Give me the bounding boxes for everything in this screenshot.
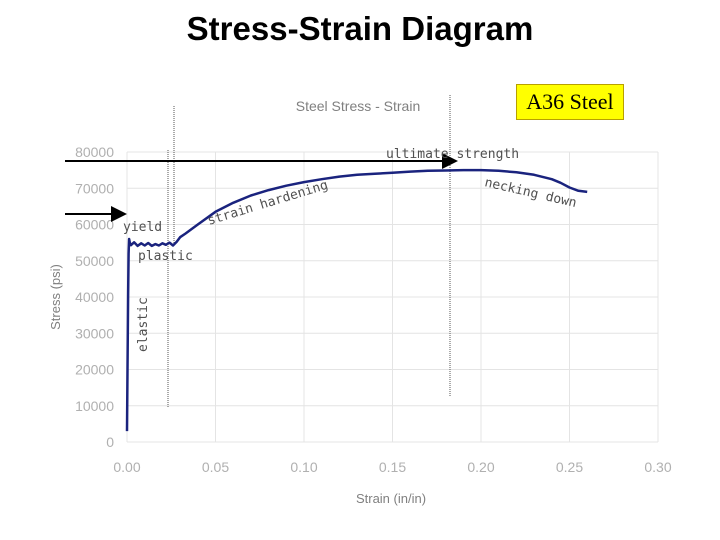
y-tick-label: 10000: [75, 398, 114, 414]
annotation-strain-hardening: strain hardening: [206, 178, 330, 229]
x-tick-label: 0.10: [290, 459, 317, 475]
y-tick-label: 60000: [75, 217, 114, 233]
y-tick-label: 40000: [75, 289, 114, 305]
grid: [126, 151, 659, 443]
x-tick-label: 0.20: [467, 459, 494, 475]
x-tick-label: 0.30: [644, 459, 671, 475]
x-tick-label: 0.00: [113, 459, 140, 475]
x-tick-label: 0.15: [379, 459, 406, 475]
chart-title: Steel Stress - Strain: [296, 98, 421, 114]
tick-labels: 0 10000 20000 30000 40000 50000 60000 70000 8000…: [75, 144, 672, 475]
material-label: A36 Steel: [516, 84, 624, 120]
y-tick-label: 30000: [75, 325, 114, 341]
x-tick-label: 0.05: [202, 459, 229, 475]
annotation-necking-down: necking down: [483, 175, 578, 211]
annotation-elastic: elastic: [136, 297, 151, 352]
y-tick-label: 0: [106, 434, 114, 450]
y-axis-label: Stress (psi): [48, 264, 63, 330]
slide-title: Stress-Strain Diagram: [186, 10, 534, 47]
y-tick-label: 20000: [75, 362, 114, 378]
annotation-ultimate-strength: ultimate strength: [386, 147, 519, 162]
stress-strain-curve: [125, 168, 588, 432]
x-axis-label: Strain (in/in): [356, 491, 426, 506]
y-tick-label: 50000: [75, 253, 114, 269]
annotation-plastic: plastic: [138, 249, 193, 264]
y-tick-label: 80000: [75, 144, 114, 160]
annotation-yield: yield: [123, 220, 162, 235]
x-tick-label: 0.25: [556, 459, 583, 475]
y-tick-label: 70000: [75, 180, 114, 196]
